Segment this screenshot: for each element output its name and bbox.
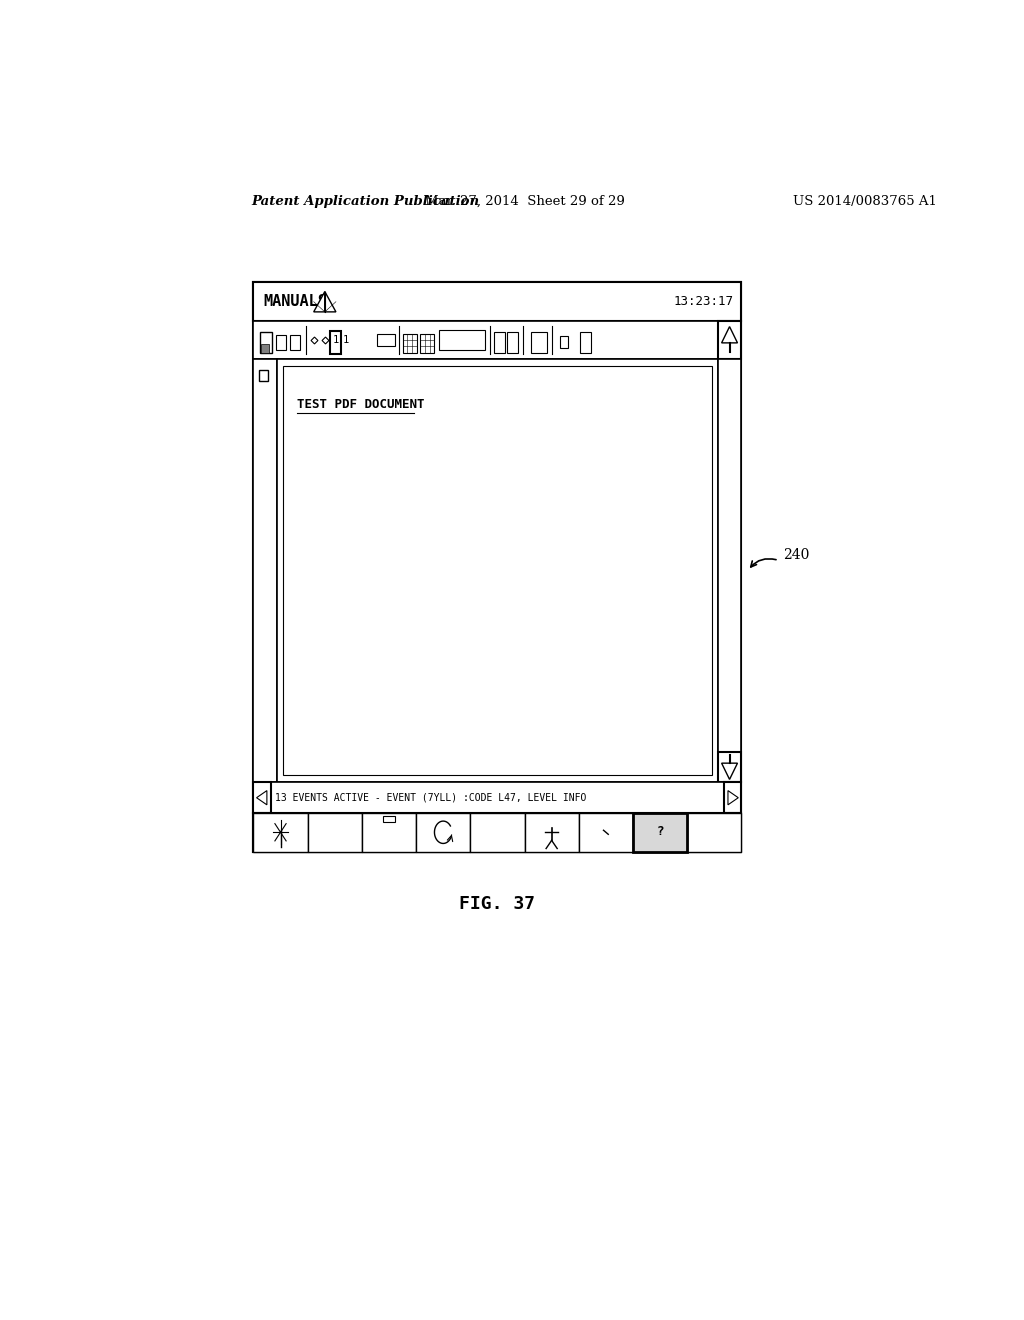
Bar	[253, 813, 307, 851]
Bar	[470, 813, 524, 851]
Bar	[718, 752, 741, 783]
Bar	[524, 813, 579, 851]
Bar	[253, 359, 278, 783]
Bar	[507, 333, 518, 352]
Bar	[253, 282, 741, 851]
Bar	[331, 331, 341, 354]
Bar	[259, 370, 267, 381]
Bar	[377, 334, 394, 346]
Bar	[633, 813, 687, 851]
Bar	[326, 833, 333, 842]
Text: 13 EVENTS ACTIVE - EVENT (7YLL) :CODE L47, LEVEL INFO: 13 EVENTS ACTIVE - EVENT (7YLL) :CODE L4…	[274, 793, 586, 803]
Bar	[260, 333, 271, 352]
Bar	[494, 333, 505, 352]
Bar	[253, 282, 741, 321]
Bar	[253, 783, 270, 813]
Text: 13:23:17: 13:23:17	[674, 296, 733, 308]
Text: 240: 240	[782, 548, 809, 562]
Bar	[718, 359, 741, 783]
Text: 1: 1	[333, 335, 339, 345]
Bar	[556, 333, 558, 352]
Text: Mar. 27, 2014  Sheet 29 of 29: Mar. 27, 2014 Sheet 29 of 29	[425, 194, 625, 207]
Text: US 2014/0083765 A1: US 2014/0083765 A1	[793, 194, 937, 207]
Bar	[527, 333, 529, 352]
Bar	[326, 821, 333, 830]
Bar	[253, 321, 718, 359]
Polygon shape	[257, 791, 267, 805]
Bar	[334, 833, 341, 842]
Bar	[724, 783, 741, 813]
Bar	[334, 821, 341, 830]
Bar	[361, 813, 416, 851]
Bar	[261, 345, 269, 352]
Bar	[560, 337, 567, 348]
Bar	[579, 813, 633, 851]
Text: Patent Application Publication: Patent Application Publication	[251, 194, 479, 207]
Bar	[602, 333, 605, 352]
Bar	[307, 813, 361, 851]
Bar	[439, 330, 485, 350]
Bar	[278, 359, 718, 783]
Bar	[581, 333, 592, 352]
Bar	[718, 321, 741, 359]
Bar	[687, 813, 741, 851]
Polygon shape	[722, 326, 737, 343]
Polygon shape	[728, 791, 738, 805]
Bar	[420, 334, 434, 352]
Bar	[570, 333, 572, 352]
Bar	[416, 813, 470, 851]
Text: 1: 1	[343, 335, 349, 345]
Bar	[253, 813, 741, 851]
Bar	[253, 783, 741, 813]
Bar	[577, 333, 579, 352]
Polygon shape	[722, 763, 737, 779]
Bar	[633, 813, 687, 851]
Bar	[275, 335, 286, 351]
Circle shape	[385, 828, 393, 837]
Text: MANUALS: MANUALS	[263, 294, 327, 309]
Bar	[290, 335, 300, 351]
Polygon shape	[325, 292, 336, 312]
Bar	[402, 334, 417, 352]
Bar	[283, 366, 712, 775]
Bar	[531, 333, 547, 352]
Text: FIG. 37: FIG. 37	[459, 895, 536, 913]
Polygon shape	[313, 292, 325, 312]
Bar	[383, 816, 395, 822]
Text: ?: ?	[656, 825, 664, 838]
Text: TEST PDF DOCUMENT: TEST PDF DOCUMENT	[297, 399, 425, 412]
